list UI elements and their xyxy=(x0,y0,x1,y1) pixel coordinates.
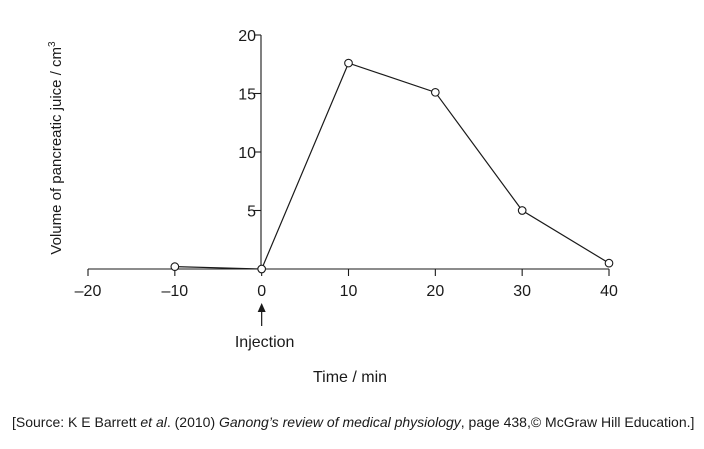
x-tick-label: 10 xyxy=(340,283,358,300)
data-point xyxy=(171,263,179,271)
axes: –20 –10 0 10 20 30 40 5 10 15 20 Volume of pancreat… xyxy=(47,28,618,386)
y-tick-label: 20 xyxy=(238,28,256,45)
y-axis-label: Volume of pancreatic juice / cm3 xyxy=(47,41,65,255)
x-tick-label: 0 xyxy=(257,283,266,300)
source-et-al: et al xyxy=(140,414,166,430)
x-tick-label: 20 xyxy=(426,283,444,300)
x-tick-label: 40 xyxy=(600,283,618,300)
x-tick-label: –10 xyxy=(161,283,188,300)
data-point xyxy=(605,259,613,267)
y-tick-label: 10 xyxy=(238,145,256,162)
y-axis-label-text: Volume of pancreatic juice / cm xyxy=(48,47,65,255)
injection-label: Injection xyxy=(235,334,295,351)
injection-arrow-head xyxy=(258,303,266,312)
annotations: Injection xyxy=(235,303,295,351)
y-tick-label: 15 xyxy=(238,87,256,104)
data-point xyxy=(345,59,353,67)
y-axis-label-superscript: 3 xyxy=(47,41,58,47)
source-book-title: Ganong’s review of medical physiology xyxy=(219,414,461,430)
source-text-3: , page 438,© McGraw Hill Education.] xyxy=(461,414,695,430)
data-point xyxy=(432,89,440,97)
x-tick-label: –20 xyxy=(75,283,102,300)
data-point xyxy=(518,207,526,215)
data-point xyxy=(258,265,266,273)
y-tick-label: 5 xyxy=(247,204,256,221)
x-axis-label: Time / min xyxy=(313,369,387,386)
x-tick-label: 30 xyxy=(513,283,531,300)
source-citation: [Source: K E Barrett et al. (2010) Ganon… xyxy=(12,414,694,430)
source-text-2: . (2010) xyxy=(167,414,219,430)
source-text-1: [Source: K E Barrett xyxy=(12,414,140,430)
